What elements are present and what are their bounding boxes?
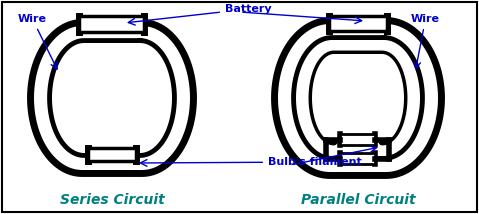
Bar [329,16,387,31]
Polygon shape [296,40,420,156]
Text: Series Circuit: Series Circuit [59,193,164,207]
Bar [339,151,377,166]
Polygon shape [312,54,404,142]
Text: Wire: Wire [411,14,440,69]
Polygon shape [34,26,190,170]
Polygon shape [278,24,438,172]
Text: Wire: Wire [18,14,57,69]
Bar [341,153,376,164]
Bar [78,14,147,34]
Polygon shape [52,43,172,153]
Bar [86,146,138,163]
Text: Bulb's filament: Bulb's filament [140,157,362,167]
Bar [80,16,145,32]
Text: Parallel Circuit: Parallel Circuit [301,193,415,207]
Bar [88,148,136,161]
Bar [341,134,376,145]
Bar [327,14,389,33]
Text: Battery: Battery [128,4,272,25]
Bar [339,132,377,147]
